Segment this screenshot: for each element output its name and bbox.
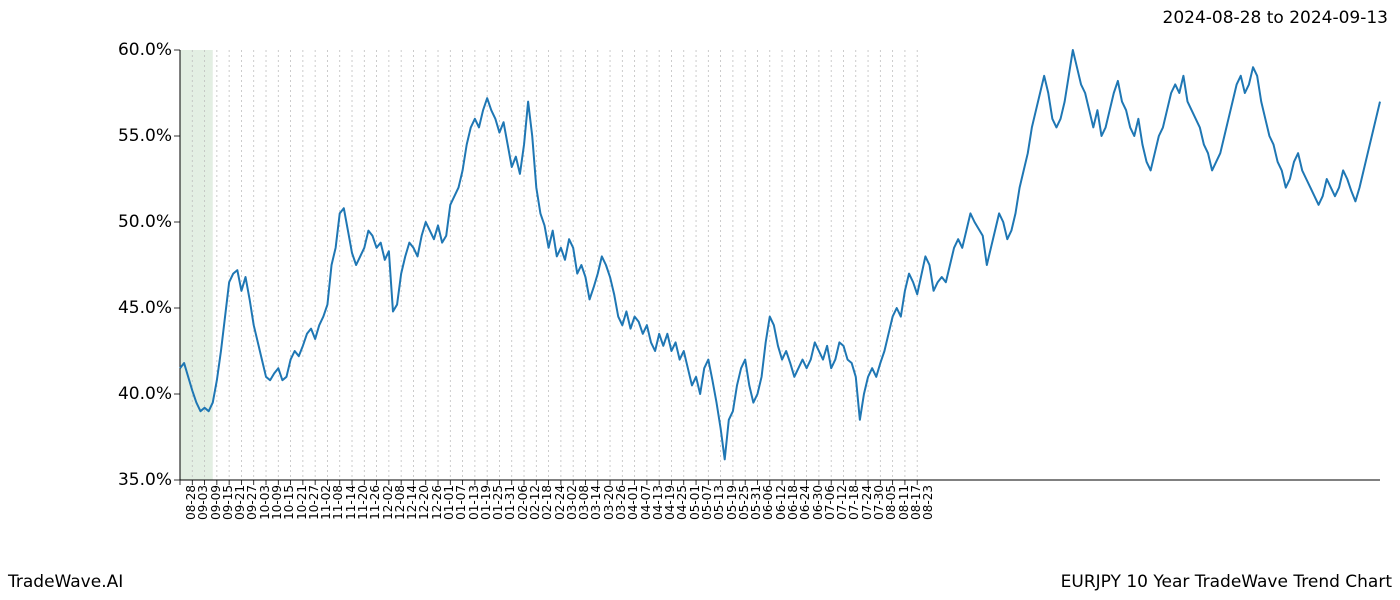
chart-svg: [180, 50, 1380, 480]
y-tick-label: 55.0%: [118, 126, 172, 146]
chart-title: EURJPY 10 Year TradeWave Trend Chart: [1061, 572, 1392, 592]
y-tick-label: 40.0%: [118, 384, 172, 404]
date-range-label: 2024-08-28 to 2024-09-13: [1163, 8, 1388, 28]
y-tick-label: 35.0%: [118, 470, 172, 490]
y-tick-label: 50.0%: [118, 212, 172, 232]
series-line: [180, 50, 1380, 459]
y-tick-label: 45.0%: [118, 298, 172, 318]
brand-label: TradeWave.AI: [8, 572, 123, 592]
x-tick-label: 08-23: [921, 485, 935, 520]
highlight-band: [180, 50, 213, 480]
chart-plot-area: [180, 50, 1380, 480]
y-tick-label: 60.0%: [118, 40, 172, 60]
